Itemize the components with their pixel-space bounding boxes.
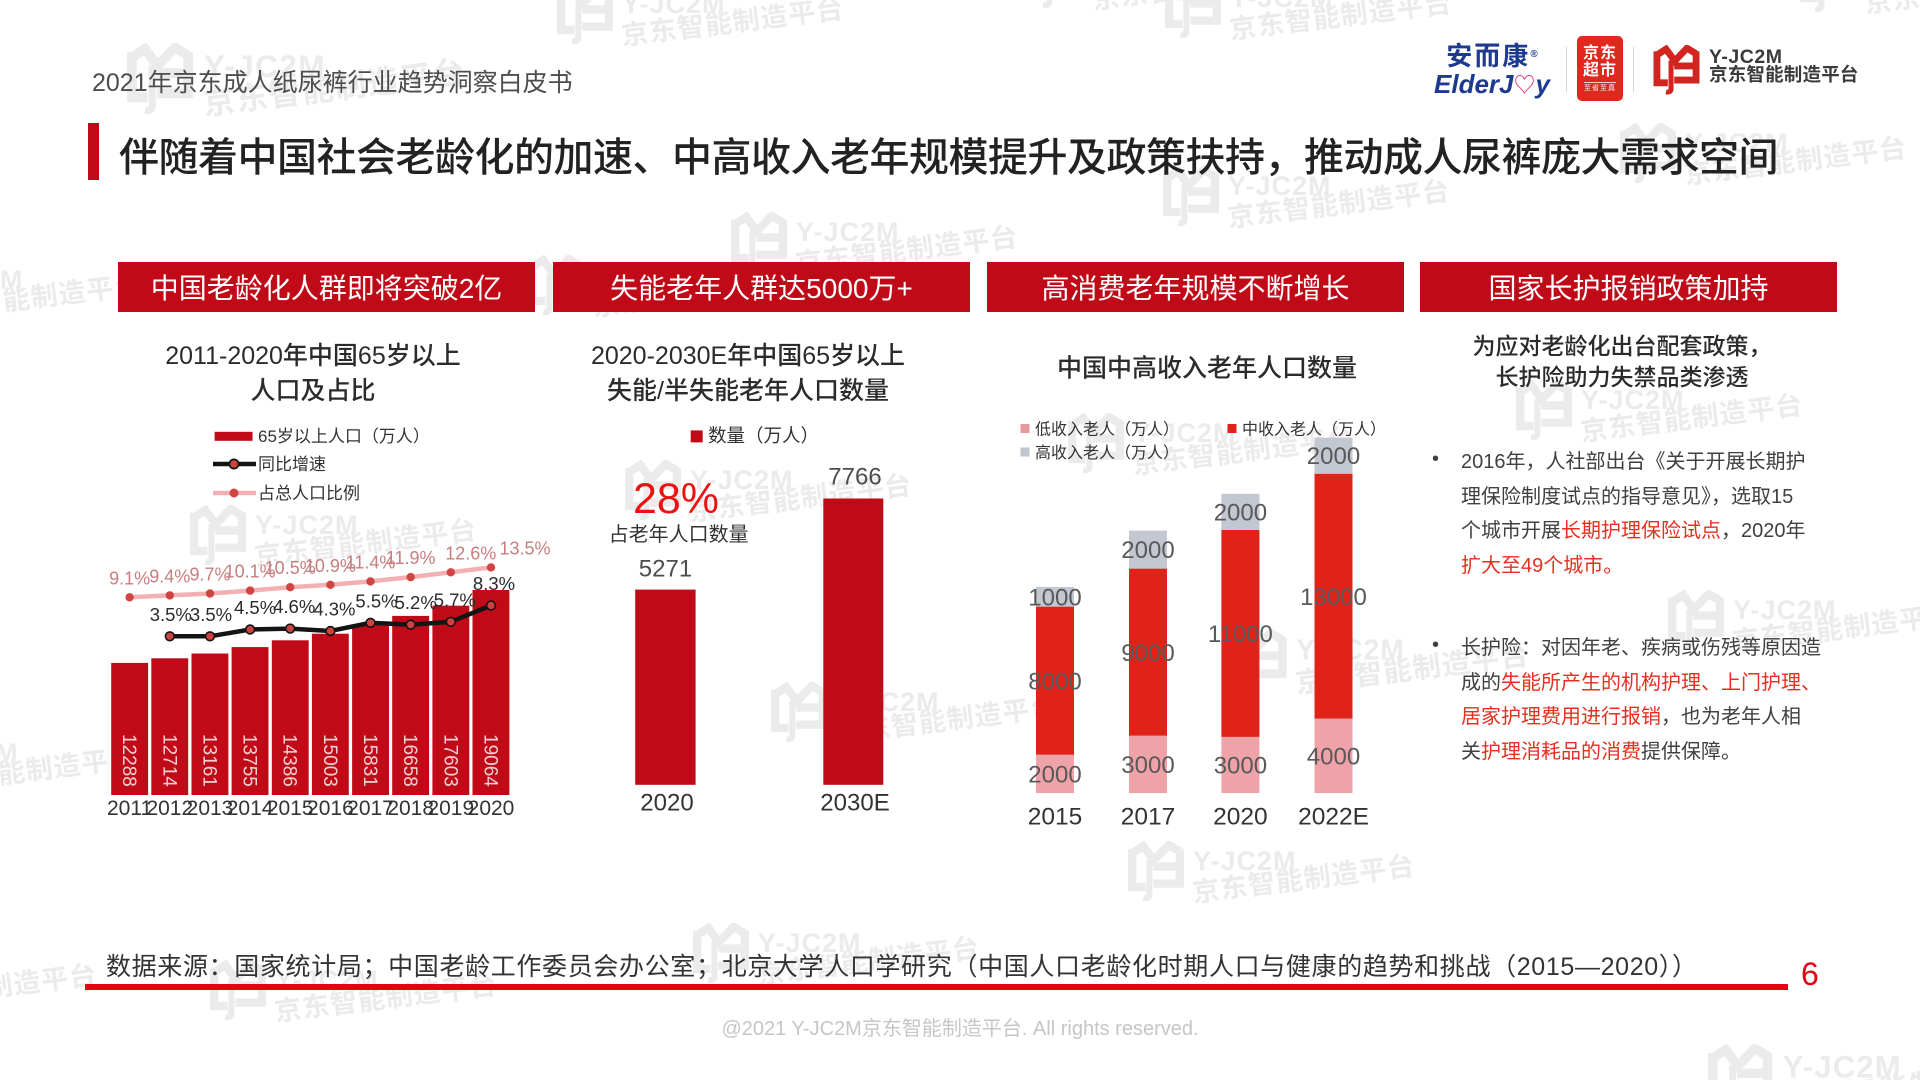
svg-text:2016: 2016: [307, 797, 354, 820]
svg-text:失能/半失能老年人口数量: 失能/半失能老年人口数量: [607, 377, 889, 405]
svg-text:3000: 3000: [1121, 752, 1174, 779]
svg-text:2019: 2019: [427, 797, 474, 820]
svg-text:2015: 2015: [1028, 804, 1083, 831]
svg-text:1000: 1000: [1028, 584, 1081, 611]
svg-text:11000: 11000: [1208, 621, 1273, 648]
svg-text:5271: 5271: [639, 556, 692, 583]
svg-text:同比增速: 同比增速: [258, 455, 326, 474]
svg-text:11.4%: 11.4%: [346, 552, 396, 572]
svg-text:8.3%: 8.3%: [473, 573, 515, 594]
svg-text:13755: 13755: [239, 734, 260, 787]
svg-text:10.5%: 10.5%: [265, 558, 316, 578]
svg-text:2020-2030E年中国65岁以上: 2020-2030E年中国65岁以上: [591, 342, 905, 370]
svg-text:16658: 16658: [399, 734, 420, 787]
svg-text:3.5%: 3.5%: [190, 604, 232, 625]
svg-text:2018: 2018: [387, 797, 434, 820]
svg-text:17603: 17603: [439, 734, 460, 787]
svg-text:11.9%: 11.9%: [386, 548, 436, 568]
svg-text:低收入老人（万人）: 低收入老人（万人）: [1035, 421, 1179, 439]
svg-text:10.9%: 10.9%: [305, 556, 356, 576]
svg-text:2013: 2013: [187, 797, 234, 820]
svg-text:2011: 2011: [107, 797, 152, 820]
svg-text:人口及占比: 人口及占比: [250, 377, 375, 405]
svg-text:4000: 4000: [1307, 743, 1360, 770]
svg-text:2030E: 2030E: [820, 790, 889, 817]
svg-text:2017: 2017: [1121, 804, 1176, 831]
svg-text:13.5%: 13.5%: [499, 538, 550, 558]
svg-text:13161: 13161: [199, 734, 220, 787]
svg-text:数量（万人）: 数量（万人）: [708, 425, 819, 446]
svg-text:2000: 2000: [1214, 500, 1267, 527]
svg-text:高收入老人（万人）: 高收入老人（万人）: [1035, 444, 1179, 462]
svg-text:3.5%: 3.5%: [150, 604, 192, 625]
svg-text:28%: 28%: [633, 475, 719, 523]
svg-text:12714: 12714: [158, 734, 179, 787]
svg-text:15831: 15831: [359, 734, 380, 787]
svg-text:2020: 2020: [1213, 804, 1268, 831]
svg-text:15003: 15003: [319, 734, 340, 787]
svg-text:中国中高收入老年人口数量: 中国中高收入老年人口数量: [1057, 355, 1357, 383]
svg-text:19064: 19064: [480, 734, 501, 787]
svg-text:9.4%: 9.4%: [149, 566, 190, 586]
svg-text:12.6%: 12.6%: [445, 543, 496, 563]
svg-text:9000: 9000: [1121, 640, 1174, 667]
svg-text:9.7%: 9.7%: [189, 565, 230, 585]
svg-text:2000: 2000: [1028, 761, 1081, 788]
svg-text:4.3%: 4.3%: [313, 599, 355, 620]
svg-text:10.1%: 10.1%: [225, 562, 276, 582]
svg-text:中收入老人（万人）: 中收入老人（万人）: [1242, 421, 1386, 439]
svg-text:13000: 13000: [1300, 584, 1367, 611]
svg-text:7766: 7766: [828, 464, 881, 491]
svg-text:2015: 2015: [267, 797, 314, 820]
svg-text:2020: 2020: [640, 790, 693, 817]
svg-text:4.6%: 4.6%: [273, 596, 315, 617]
svg-text:2014: 2014: [227, 797, 274, 820]
svg-text:14386: 14386: [279, 734, 300, 787]
svg-text:2022E: 2022E: [1298, 804, 1369, 831]
svg-text:3000: 3000: [1214, 753, 1267, 780]
svg-text:2020: 2020: [468, 797, 515, 820]
svg-text:2000: 2000: [1121, 537, 1174, 564]
svg-text:2011-2020年中国65岁以上: 2011-2020年中国65岁以上: [165, 342, 461, 370]
svg-text:8000: 8000: [1028, 668, 1081, 695]
svg-text:65岁以上人口（万人）: 65岁以上人口（万人）: [258, 427, 430, 446]
svg-text:12288: 12288: [118, 734, 139, 787]
svg-text:2012: 2012: [146, 797, 193, 820]
svg-text:9.1%: 9.1%: [109, 568, 150, 588]
svg-text:5.5%: 5.5%: [355, 590, 397, 611]
svg-text:5.2%: 5.2%: [395, 592, 437, 613]
svg-text:5.7%: 5.7%: [434, 589, 476, 610]
svg-text:2000: 2000: [1307, 443, 1360, 470]
svg-text:占总人口比例: 占总人口比例: [258, 484, 360, 503]
svg-text:2017: 2017: [347, 797, 394, 820]
svg-text:占老年人口数量: 占老年人口数量: [609, 523, 749, 546]
svg-text:4.5%: 4.5%: [234, 597, 276, 618]
